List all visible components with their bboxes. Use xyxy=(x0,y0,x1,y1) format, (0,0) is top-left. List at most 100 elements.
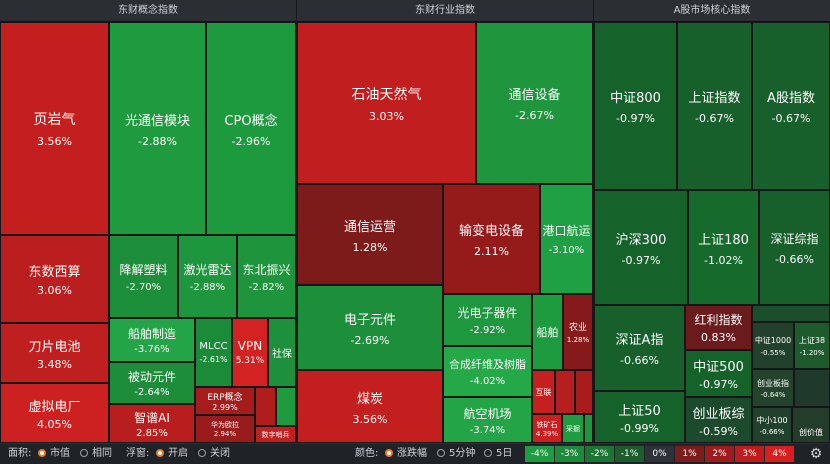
tile-name: 降解塑料 xyxy=(119,262,168,277)
tile-name: 通信设备 xyxy=(508,88,561,103)
tile-name: 光通信模块 xyxy=(124,113,190,129)
tile-industry-synthetic-fiber[interactable]: 合成纤维及树脂 -4.02% xyxy=(443,346,532,397)
tile-industry-internet[interactable]: 互联 xyxy=(532,370,555,414)
color-change-label[interactable]: 涨跌幅 xyxy=(397,448,427,459)
tile-core-csi500[interactable]: 中证500 -0.97% xyxy=(685,350,752,397)
tile-pct: -3.76% xyxy=(134,344,170,355)
tile-core-a-share[interactable]: A股指数 -0.67% xyxy=(752,22,830,190)
tile-name: 被动元件 xyxy=(127,370,176,384)
area-marketcap-radio[interactable] xyxy=(38,449,46,457)
tile-pct: -1.02% xyxy=(704,253,743,267)
tile-core-small-a[interactable] xyxy=(752,305,830,322)
tile-concept-degradable-plastic[interactable]: 降解塑料 -2.70% xyxy=(109,235,178,318)
float-off-radio[interactable] xyxy=(198,449,206,457)
tile-concept-social-security[interactable]: 社保 xyxy=(268,318,296,387)
tile-core-csi300[interactable]: 沪深300 -0.97% xyxy=(594,190,688,305)
area-marketcap-label[interactable]: 市值 xyxy=(50,448,70,459)
tile-core-csi1000[interactable]: 中证1000 -0.55% xyxy=(752,322,794,369)
color-5day-radio[interactable] xyxy=(484,449,492,457)
tile-industry-comm-equipment[interactable]: 通信设备 -2.67% xyxy=(476,22,593,184)
tile-core-small-b[interactable] xyxy=(794,369,830,407)
legend-swatch: -3% xyxy=(555,446,584,462)
tile-name: 中证800 xyxy=(610,91,661,106)
tile-pct: 3.03% xyxy=(369,109,404,123)
tile-concept-virtual-plant[interactable]: 虚拟电厂 4.05% xyxy=(0,383,109,443)
tile-name: 互联 xyxy=(535,387,552,397)
tile-industry-agriculture[interactable]: 农业 1.28% xyxy=(563,294,593,370)
legend-swatch: 0% xyxy=(645,446,674,462)
tile-industry-aviation[interactable]: 航空机场 -3.74% xyxy=(443,397,532,443)
color-5day-label[interactable]: 5日 xyxy=(496,448,513,459)
gear-icon[interactable]: ⚙ xyxy=(809,446,823,462)
tile-name: 港口航运 xyxy=(542,224,591,238)
float-on-radio[interactable] xyxy=(156,449,164,457)
color-5min-radio[interactable] xyxy=(437,449,445,457)
color-5min-label[interactable]: 5分钟 xyxy=(449,448,476,459)
tile-core-chinext-composite[interactable]: 创业板综 -0.59% xyxy=(685,397,752,443)
tile-industry-electronic-components[interactable]: 电子元件 -2.69% xyxy=(297,285,443,370)
tile-name: 通信运营 xyxy=(343,219,396,235)
tile-core-chinext[interactable]: 创业板指 -0.64% xyxy=(752,369,794,407)
tile-pct: -0.97% xyxy=(621,253,661,267)
tile-name: 智谱AI xyxy=(134,410,170,425)
tile-core-sse38[interactable]: 上证38 -1.20% xyxy=(794,322,830,369)
tile-concept-shale-gas[interactable]: 页岩气 3.56% xyxy=(0,22,109,235)
tile-concept-vpn[interactable]: VPN 5.31% xyxy=(232,318,268,387)
tile-concept-lidar[interactable]: 激光雷达 -2.88% xyxy=(178,235,237,318)
tile-core-sme100[interactable]: 中小100 -0.66% xyxy=(752,407,792,443)
tile-pct: 2.85% xyxy=(136,427,168,439)
tile-industry-optoelectronic[interactable]: 光电子器件 -2.92% xyxy=(443,294,532,346)
tile-concept-zhipu-ai[interactable]: 智谱AI 2.85% xyxy=(109,404,195,443)
tile-pct: 4.05% xyxy=(37,417,72,431)
tile-name: CPO概念 xyxy=(224,113,278,129)
tile-concept-east-data[interactable]: 东数西算 3.06% xyxy=(0,235,109,323)
tile-pct: -0.64% xyxy=(760,390,786,399)
tile-industry-small-green[interactable] xyxy=(584,414,593,443)
tile-core-dividend[interactable]: 红利指数 0.83% xyxy=(685,305,752,350)
tile-name: 上证38 xyxy=(798,335,826,345)
tile-concept-passive-component[interactable]: 被动元件 -2.64% xyxy=(109,362,195,404)
tile-concept-small-b[interactable] xyxy=(276,387,296,426)
tile-concept-erp[interactable]: ERP概念 2.99% xyxy=(195,387,255,415)
tile-core-szse-composite[interactable]: 深证综指 -0.66% xyxy=(759,190,830,305)
tile-concept-shipbuilding[interactable]: 船舶制造 -3.76% xyxy=(109,318,195,362)
tile-concept-blade-battery[interactable]: 刀片电池 3.48% xyxy=(0,323,109,383)
color-change-radio[interactable] xyxy=(385,449,393,457)
tile-industry-coal[interactable]: 煤炭 3.56% xyxy=(297,370,443,443)
area-equal-label[interactable]: 相同 xyxy=(92,448,112,459)
tile-concept-huawei-euler[interactable]: 华为欧拉 2.94% xyxy=(195,415,255,443)
tile-industry-power-equipment[interactable]: 输变电设备 2.11% xyxy=(443,184,540,294)
tile-pct: -2.61% xyxy=(199,355,228,364)
tile-industry-port-shipping[interactable]: 港口航运 -3.10% xyxy=(540,184,593,294)
tile-name: 石油天然气 xyxy=(351,86,422,103)
tile-concept-northeast[interactable]: 东北振兴 -2.82% xyxy=(237,235,296,318)
tile-pct: 3.56% xyxy=(37,135,72,148)
float-off-label[interactable]: 关闭 xyxy=(210,448,230,459)
concept-panel-title: 东财概念指数 xyxy=(0,0,296,22)
tile-concept-small-a[interactable] xyxy=(255,387,276,426)
tile-industry-small-red-2[interactable] xyxy=(575,370,593,414)
tile-name: 采掘 xyxy=(566,424,580,433)
tile-pct: -2.69% xyxy=(350,333,390,347)
tile-industry-iron-ore[interactable]: 铁矿石 4.39% xyxy=(532,414,562,443)
tile-industry-comm-operation[interactable]: 通信运营 1.28% xyxy=(297,184,443,285)
tile-industry-oil-gas[interactable]: 石油天然气 3.03% xyxy=(297,22,476,184)
tile-core-csi800[interactable]: 中证800 -0.97% xyxy=(594,22,677,190)
tile-core-sse-composite[interactable]: 上证指数 -0.67% xyxy=(677,22,752,190)
tile-name: 沪深300 xyxy=(615,232,667,248)
tile-industry-small-red[interactable] xyxy=(555,370,575,414)
tile-core-sse180[interactable]: 上证180 -1.02% xyxy=(688,190,759,305)
tile-core-szse-a[interactable]: 深证A指 -0.66% xyxy=(594,305,685,391)
legend-swatch: 3% xyxy=(735,446,764,462)
tile-industry-ship[interactable]: 船舶 xyxy=(532,294,563,370)
area-equal-radio[interactable] xyxy=(80,449,88,457)
tile-core-chinext-value[interactable]: 创价值 xyxy=(792,407,830,443)
tile-pct: -0.59% xyxy=(699,424,738,438)
tile-concept-digital-sentinel[interactable]: 数字哨兵 xyxy=(255,426,296,443)
tile-concept-cpo[interactable]: CPO概念 -2.96% xyxy=(206,22,296,235)
tile-core-sse50[interactable]: 上证50 -0.99% xyxy=(594,391,685,443)
tile-industry-mining[interactable]: 采掘 xyxy=(562,414,584,443)
tile-concept-optical-module[interactable]: 光通信模块 -2.88% xyxy=(109,22,206,235)
float-on-label[interactable]: 开启 xyxy=(168,448,188,459)
tile-concept-mlcc[interactable]: MLCC -2.61% xyxy=(195,318,232,387)
